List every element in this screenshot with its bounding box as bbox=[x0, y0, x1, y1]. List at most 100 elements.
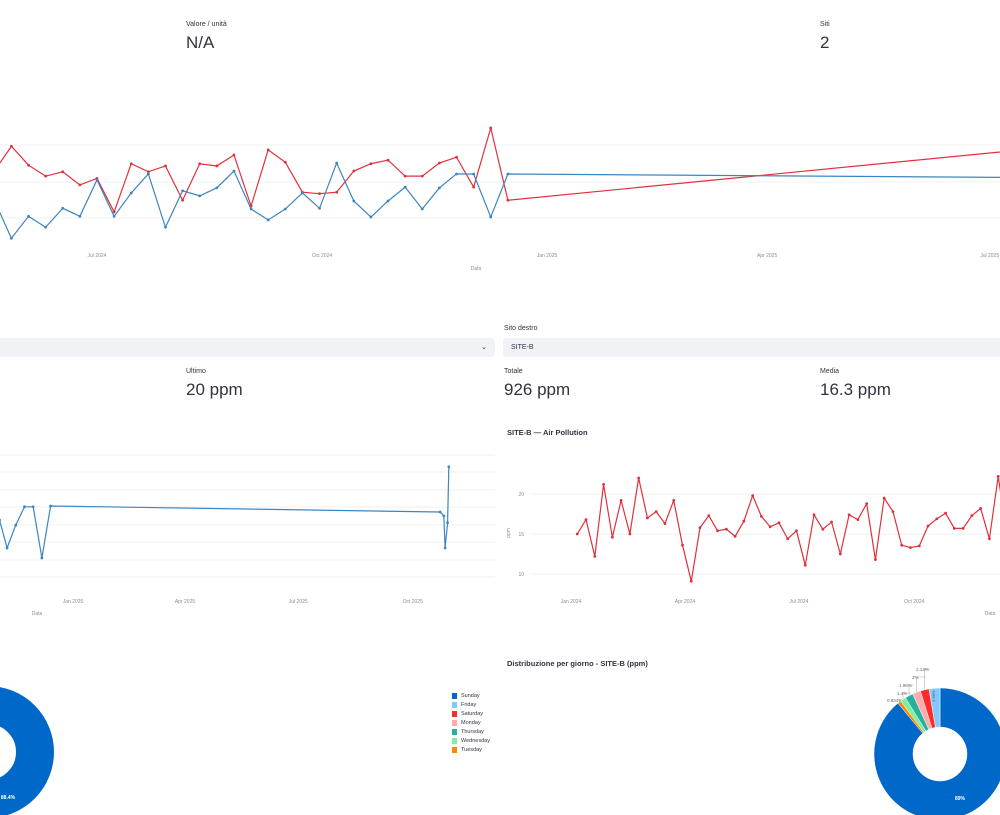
left-chart-series-point bbox=[31, 505, 35, 509]
right-chart-series-point bbox=[952, 527, 956, 530]
top-chart-series-1-point bbox=[283, 207, 287, 211]
right-chart-ytick: 10 bbox=[518, 572, 524, 578]
top-chart-xtick: Jul 2024 bbox=[88, 253, 107, 259]
left-chart-series-point bbox=[446, 521, 449, 525]
right-pie-label: 1.4% bbox=[897, 691, 907, 696]
top-chart-series-0-point bbox=[232, 153, 236, 157]
top-chart-series-1-point bbox=[61, 206, 65, 210]
left-chart-series-point bbox=[0, 518, 1, 522]
right-site-select[interactable]: SITE-B bbox=[503, 338, 1000, 357]
top-chart-series-0-point bbox=[146, 170, 150, 174]
right-chart-series-point bbox=[663, 522, 667, 525]
legend-swatch bbox=[452, 702, 457, 708]
top-chart-series-1-point bbox=[369, 215, 373, 219]
right-chart-series-point bbox=[672, 499, 676, 502]
top-chart-series-0-point bbox=[352, 169, 356, 173]
right-chart-ylabel: ppm bbox=[506, 528, 512, 538]
legend-swatch bbox=[452, 720, 457, 726]
left-chart-xtick: Oct 2025 bbox=[403, 599, 424, 605]
top-chart-series-0-point bbox=[181, 198, 184, 202]
top-chart-series-1-point bbox=[95, 178, 99, 182]
right-chart-series-point bbox=[681, 543, 684, 547]
right-chart-xlabel: Data bbox=[985, 611, 996, 617]
top-chart-series-1-point bbox=[403, 185, 407, 189]
top-chart-series-0-point bbox=[61, 170, 65, 174]
pie-chart-title: Distribuzione per giorno - SITE-B (ppm) bbox=[507, 659, 648, 668]
right-pie-leader bbox=[902, 692, 911, 700]
right-chart-series-point bbox=[812, 513, 816, 517]
legend-label: Monday bbox=[461, 720, 481, 726]
top-chart-xtick: Apr 2025 bbox=[757, 253, 778, 259]
right-pie-slice-friday bbox=[928, 687, 941, 728]
top-chart-series-1-point bbox=[489, 215, 493, 219]
top-chart-series-1-point bbox=[129, 191, 133, 195]
top-chart-series-1-line bbox=[0, 161, 1000, 240]
top-chart-series-1-point bbox=[266, 218, 270, 222]
top-chart-series-0-point bbox=[266, 148, 270, 152]
top-chart-series-0-point bbox=[215, 164, 219, 168]
right-chart-series-point bbox=[917, 544, 921, 548]
legend-item-friday[interactable]: Friday bbox=[452, 702, 476, 708]
top-chart-series-0-point bbox=[164, 164, 167, 168]
legend-item-sunday[interactable]: Sunday bbox=[452, 693, 480, 699]
top-chart-series-0-point bbox=[44, 174, 48, 178]
left-chart-series-point bbox=[49, 504, 52, 508]
top-chart-series-1-point bbox=[301, 191, 304, 195]
right-chart-series-line bbox=[576, 476, 1000, 582]
right-chart-series-point bbox=[874, 558, 877, 561]
metric-value-totale: 926 ppm bbox=[504, 380, 571, 399]
right-chart-series-point bbox=[733, 535, 737, 538]
right-chart-series-point bbox=[619, 499, 623, 502]
top-chart-series-0-point bbox=[386, 158, 390, 162]
left-pie-label: 88.4% bbox=[1, 795, 16, 801]
top-chart-series-1-point bbox=[78, 214, 82, 218]
right-chart-xtick: Jan 2024 bbox=[561, 599, 582, 605]
top-chart-series-1-point bbox=[437, 186, 441, 190]
legend-label: Saturday bbox=[461, 711, 484, 717]
right-chart-series-point bbox=[830, 520, 833, 524]
right-chart-series-point bbox=[698, 526, 702, 529]
top-chart-series-0-point bbox=[78, 183, 82, 187]
top-chart-series-0-point bbox=[335, 190, 339, 194]
top-chart-series-0-point bbox=[437, 161, 441, 165]
legend-swatch bbox=[452, 693, 457, 699]
right-chart-series-point bbox=[584, 518, 588, 521]
top-chart-xlabel: Data bbox=[471, 266, 482, 272]
top-chart-series-1-point bbox=[112, 214, 116, 218]
legend-item-monday[interactable]: Monday bbox=[452, 720, 481, 726]
legend-item-wednesday[interactable]: Wednesday bbox=[452, 738, 490, 744]
right-chart-series-point bbox=[777, 521, 781, 525]
right-chart-series-point bbox=[795, 529, 798, 533]
left-site-select[interactable]: ⌄ bbox=[0, 338, 495, 357]
right-chart-ytick: 20 bbox=[518, 492, 524, 498]
left-chart-series-point bbox=[23, 505, 26, 509]
top-chart-series-1-point bbox=[27, 214, 30, 218]
legend-swatch bbox=[452, 738, 457, 744]
top-chart-series-1-point bbox=[10, 236, 13, 240]
top-chart-series-0-point bbox=[506, 198, 510, 202]
right-pie-label: 1.98% bbox=[899, 683, 912, 688]
legend-item-saturday[interactable]: Saturday bbox=[452, 711, 483, 717]
right-chart-series-point bbox=[865, 502, 869, 505]
metric-label-valore: Valore / unità bbox=[186, 21, 227, 28]
top-chart-series-0-point bbox=[112, 210, 116, 214]
right-chart-series-point bbox=[891, 510, 895, 513]
right-chart-series-point bbox=[610, 535, 614, 539]
top-chart-series-1-point bbox=[146, 172, 150, 176]
right-pie-label: 2.66% bbox=[931, 690, 936, 702]
right-chart-series-point bbox=[654, 510, 658, 513]
metric-label-media: Media bbox=[820, 368, 840, 375]
top-chart-series-1-point bbox=[198, 194, 202, 198]
right-chart-series-point bbox=[768, 525, 772, 529]
legend-item-thursday[interactable]: Thursday bbox=[452, 729, 484, 735]
top-chart-series-1-point bbox=[181, 189, 184, 193]
top-chart-series-1-point bbox=[386, 199, 390, 203]
right-chart-series-point bbox=[847, 513, 851, 517]
left-chart-series-point bbox=[5, 546, 9, 550]
left-chart-series-point bbox=[438, 510, 442, 514]
top-chart-xtick: Oct 2024 bbox=[312, 253, 333, 259]
left-chart-series-line bbox=[0, 466, 450, 559]
legend-item-tuesday[interactable]: Tuesday bbox=[452, 747, 482, 753]
top-chart-series-0-point bbox=[420, 174, 424, 178]
right-chart-series-point bbox=[882, 496, 886, 500]
